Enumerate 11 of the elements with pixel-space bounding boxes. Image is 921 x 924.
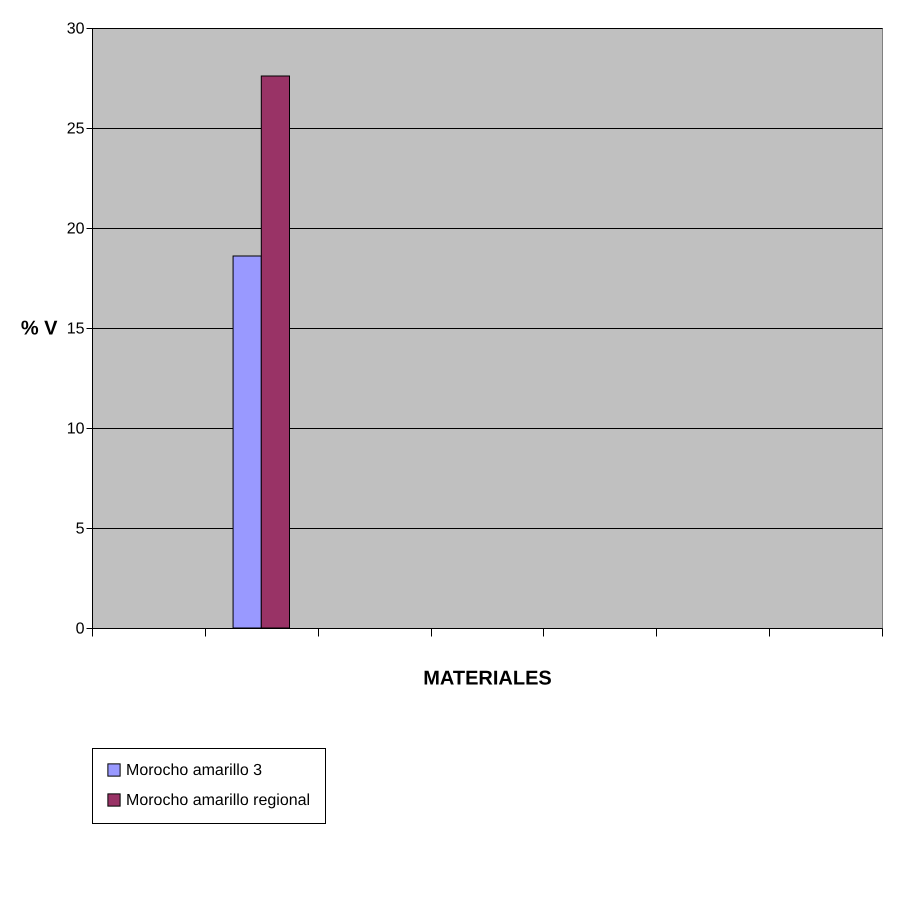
- x-axis-title: MATERIALES: [423, 668, 552, 690]
- y-axis-title: % V: [20, 318, 58, 340]
- y-tick-label: 15: [66, 320, 85, 338]
- y-tick-label: 20: [66, 220, 85, 238]
- y-tick-label: 5: [76, 520, 85, 538]
- legend-label: Morocho amarillo 3: [126, 762, 262, 779]
- legend-label: Morocho amarillo regional: [126, 792, 310, 809]
- y-tick-label: 30: [66, 20, 85, 38]
- y-tick-label: 10: [66, 420, 85, 438]
- y-tick-label: 0: [76, 620, 85, 638]
- y-tick-label: 25: [66, 120, 85, 138]
